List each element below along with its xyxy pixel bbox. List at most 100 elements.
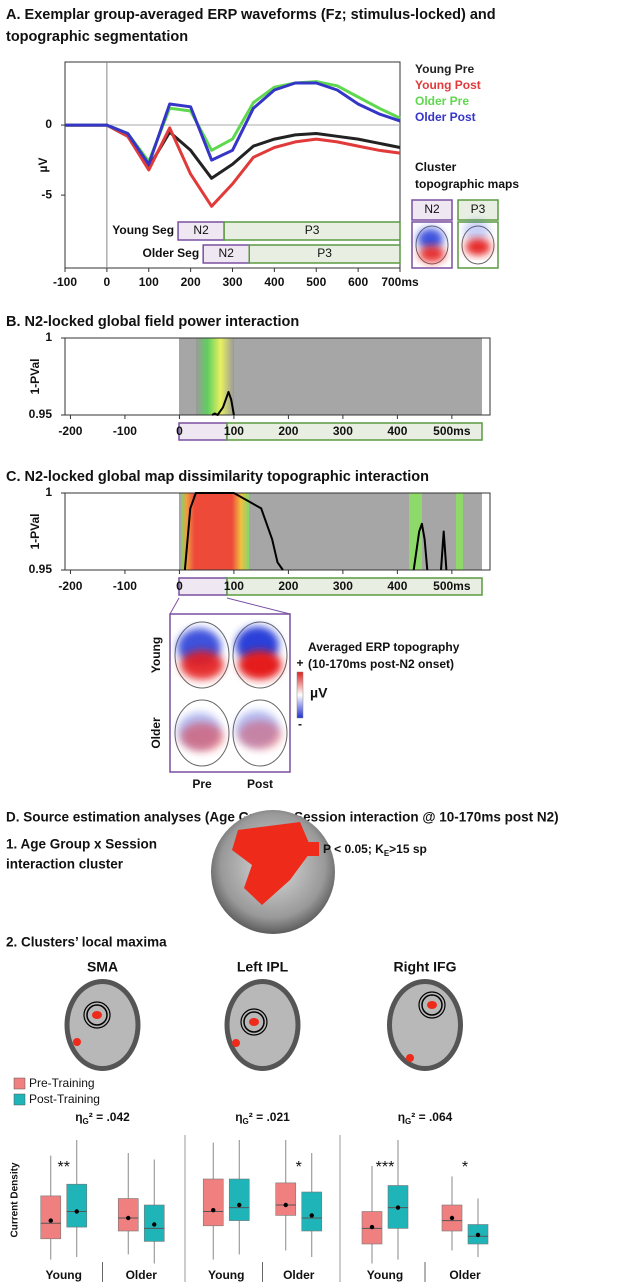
panel-title: topographic segmentation xyxy=(6,29,188,45)
mean xyxy=(75,1209,79,1213)
positivity xyxy=(238,720,281,749)
section-label: 1. Age Group x Session xyxy=(6,837,157,852)
col-label: Pre xyxy=(192,777,212,791)
x-tick-label: 500ms xyxy=(433,579,471,593)
waveform xyxy=(65,83,400,164)
section-label: 2. Clusters’ local maxima xyxy=(6,935,167,950)
maps-title: topographic maps xyxy=(415,177,519,191)
row-label: Older xyxy=(149,717,163,749)
x-tick-label: -100 xyxy=(53,275,77,289)
legend-label: Older Post xyxy=(415,110,476,124)
mean xyxy=(126,1216,130,1220)
y-axis-label: Current Density xyxy=(10,1162,21,1237)
x-tick-label: 300 xyxy=(222,275,242,289)
x-tick-label: 200 xyxy=(278,579,298,593)
mean xyxy=(310,1213,314,1217)
effect-part: η xyxy=(398,1110,405,1124)
axial-brain xyxy=(70,984,136,1066)
x-tick-label: -200 xyxy=(58,579,82,593)
map-header-label: P3 xyxy=(471,202,486,216)
x-tick-label: -100 xyxy=(113,579,137,593)
x-tick-label: 400 xyxy=(387,424,407,438)
activation xyxy=(232,1039,240,1047)
legend-swatch xyxy=(14,1094,25,1105)
axial-brain xyxy=(230,984,296,1066)
inset-connector xyxy=(227,598,290,614)
segment-label: Older Seg xyxy=(143,246,200,260)
x-tick-label: 100 xyxy=(224,424,244,438)
effect-size: ηG² = .064 xyxy=(398,1110,453,1126)
x-tick-label: 600 xyxy=(348,275,368,289)
figure: A. Exemplar group-averaged ERP waveforms… xyxy=(0,0,617,1282)
colorbar xyxy=(297,672,303,718)
x-tick-label: 0 xyxy=(104,275,111,289)
x-tick-label: 300 xyxy=(333,579,353,593)
inset-caption: (10-170ms post-N2 onset) xyxy=(308,657,454,671)
inset-connector xyxy=(170,598,179,614)
x-tick-label: 500 xyxy=(306,275,326,289)
positivity xyxy=(180,650,223,679)
mean xyxy=(211,1208,215,1212)
mean xyxy=(284,1203,288,1207)
mean xyxy=(237,1203,241,1207)
x-tick-label: -100 xyxy=(113,424,137,438)
activation xyxy=(92,1011,102,1019)
y-tick-label: -5 xyxy=(41,187,52,201)
positivity xyxy=(238,650,281,679)
x-tick-label: 200 xyxy=(278,424,298,438)
n2-window xyxy=(179,578,227,595)
box xyxy=(67,1184,87,1227)
mean xyxy=(396,1205,400,1209)
y-tick-label: 0.95 xyxy=(29,562,53,576)
y-tick-label: 1 xyxy=(45,330,52,344)
x-tick-label: 0 xyxy=(176,424,183,438)
x-tick-label: -200 xyxy=(58,424,82,438)
box xyxy=(118,1199,138,1232)
x-tick-label: 100 xyxy=(224,579,244,593)
box xyxy=(203,1179,223,1226)
significance: ** xyxy=(58,1159,70,1176)
significance: * xyxy=(462,1159,468,1176)
activation xyxy=(427,1001,437,1009)
segment-name: N2 xyxy=(193,223,209,237)
group-label: Young xyxy=(208,1268,244,1282)
x-tick-label: 400 xyxy=(264,275,284,289)
positivity xyxy=(180,722,223,751)
colorbar-min: - xyxy=(298,717,302,731)
group-label: Older xyxy=(126,1268,158,1282)
x-tick-label: 200 xyxy=(181,275,201,289)
x-tick-label: 0 xyxy=(176,579,183,593)
group-label: Young xyxy=(46,1268,82,1282)
group-label: Older xyxy=(283,1268,315,1282)
axial-brain xyxy=(392,984,458,1066)
y-tick-label: 0 xyxy=(45,117,52,131)
x-tick-label: 400 xyxy=(387,579,407,593)
row-label: Young xyxy=(149,637,163,673)
legend-swatch xyxy=(14,1078,25,1089)
activation xyxy=(406,1054,414,1062)
box xyxy=(41,1196,61,1239)
y-axis-label: µV xyxy=(36,158,50,173)
region-name: Left IPL xyxy=(237,959,289,975)
legend-label: Young Post xyxy=(415,78,481,92)
col-label: Post xyxy=(247,777,273,791)
mean xyxy=(49,1218,53,1222)
group-label: Young xyxy=(367,1268,403,1282)
activation xyxy=(73,1038,81,1046)
y-tick-label: 1 xyxy=(45,485,52,499)
box xyxy=(229,1179,249,1221)
activation xyxy=(249,1018,259,1026)
mean xyxy=(450,1216,454,1220)
legend-label: P < 0.05; KE>15 sp xyxy=(323,842,427,858)
effect-size: ηG² = .042 xyxy=(75,1110,130,1126)
segment-name: P3 xyxy=(305,223,320,237)
region-name: Right IFG xyxy=(394,959,457,975)
colorbar-label: µV xyxy=(310,685,328,701)
panel-title: A. Exemplar group-averaged ERP waveforms… xyxy=(6,7,496,23)
region-name: SMA xyxy=(87,959,118,975)
map-header-label: N2 xyxy=(424,202,440,216)
n2-window xyxy=(179,423,227,440)
panel-title: B. N2-locked global field power interact… xyxy=(6,314,299,330)
mean xyxy=(370,1225,374,1229)
segment-name: P3 xyxy=(317,246,332,260)
